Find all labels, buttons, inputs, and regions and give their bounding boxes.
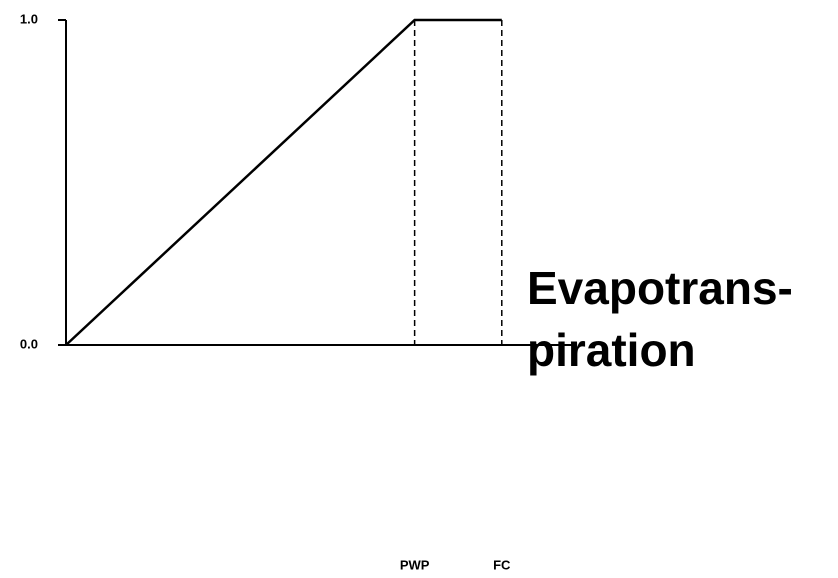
x-tick-label: PWP: [400, 557, 430, 572]
annotation: Evapotrans-: [527, 262, 793, 314]
line: [65, 18, 502, 346]
x-tick-label: FC: [493, 557, 511, 572]
annotation: piration: [527, 324, 696, 376]
y-tick-label: 0.0: [20, 336, 38, 351]
y-tick-label: 1.0: [20, 11, 38, 26]
